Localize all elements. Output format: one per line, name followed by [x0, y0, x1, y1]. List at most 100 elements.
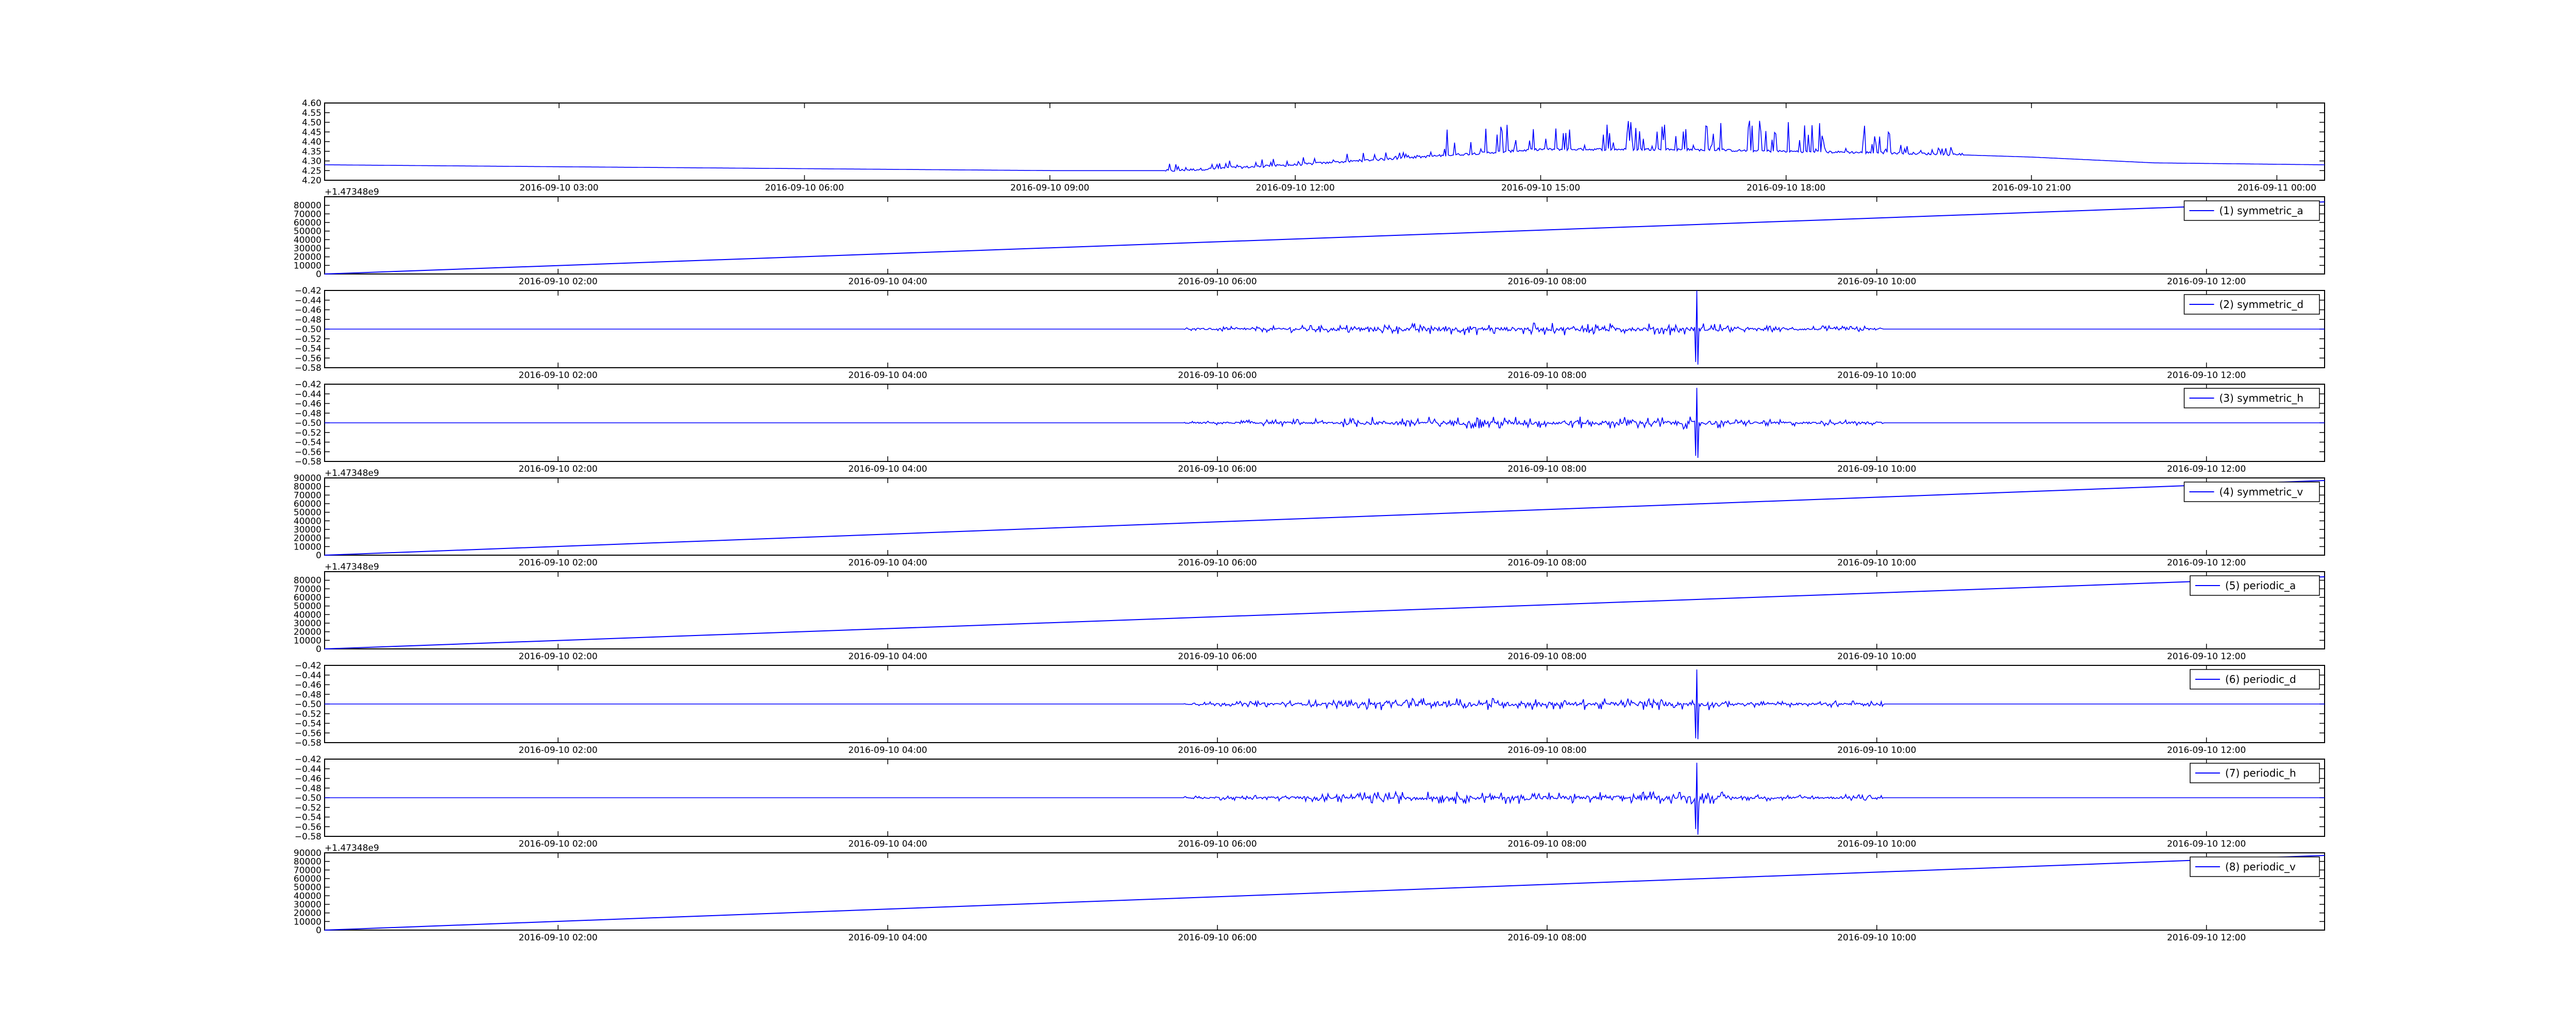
subplot-8: −0.42−0.44−0.46−0.48−0.50−0.52−0.54−0.56… [295, 754, 2325, 849]
y-tick-label: 4.45 [302, 127, 321, 138]
x-tick-label: 2016-09-10 02:00 [519, 651, 598, 662]
legend: (3) symmetric_h [2183, 388, 2320, 408]
x-tick-label: 2016-09-10 12:00 [2167, 933, 2246, 943]
x-tick-label: 2016-09-10 02:00 [519, 839, 598, 849]
x-tick-label: 2016-09-10 10:00 [1837, 651, 1916, 662]
x-tick-label: 2016-09-10 08:00 [1507, 277, 1586, 287]
y-tick-label: −0.56 [295, 728, 321, 739]
y-tick-label: 70000 [294, 865, 321, 876]
y-tick-label: 80000 [294, 201, 321, 211]
y-tick-label: −0.42 [295, 380, 321, 390]
y-tick-label: −0.48 [295, 690, 321, 700]
legend: (6) periodic_d [2190, 669, 2320, 690]
y-tick-label: −0.52 [295, 334, 321, 345]
legend: (2) symmetric_d [2183, 294, 2320, 315]
y-tick-label: −0.52 [295, 803, 321, 813]
y-tick-label: 50000 [294, 508, 321, 518]
y-tick-label: −0.44 [295, 296, 321, 306]
y-tick-label: 4.40 [302, 137, 321, 147]
axes-frame [324, 852, 2325, 931]
y-tick-label: 60000 [294, 593, 321, 603]
legend-box [2183, 482, 2320, 502]
legend-label: (6) periodic_d [2225, 673, 2296, 685]
x-tick-label: 2016-09-10 06:00 [1178, 558, 1257, 568]
x-tick-label: 2016-09-10 04:00 [849, 933, 927, 943]
x-tick-label: 2016-09-10 04:00 [849, 745, 927, 756]
x-tick-label: 2016-09-10 02:00 [519, 745, 598, 756]
x-tick-label: 2016-09-10 12:00 [2167, 839, 2246, 849]
subplot-5: 9000080000700006000050000400003000020000… [294, 468, 2325, 568]
x-tick-label: 2016-09-10 02:00 [519, 558, 598, 568]
legend-label: (4) symmetric_v [2219, 486, 2303, 498]
x-tick-label: 2016-09-10 02:00 [519, 370, 598, 381]
y-tick-label: −0.54 [295, 438, 321, 448]
x-tick-label: 2016-09-10 02:00 [519, 464, 598, 474]
x-tick-label: 2016-09-10 09:00 [1010, 183, 1089, 193]
y-tick-label: 90000 [294, 473, 321, 484]
x-tick-label: 2016-09-10 03:00 [520, 183, 599, 193]
x-tick-label: 2016-09-10 12:00 [2167, 558, 2246, 568]
y-tick-label: 4.35 [302, 147, 321, 157]
subplot-stack: 4.604.554.504.454.404.354.304.254.20 2016… [294, 98, 2325, 943]
series-line-series [325, 121, 2325, 172]
legend: (4) symmetric_v [2183, 482, 2320, 502]
y-tick-label: −0.44 [295, 671, 321, 681]
y-tick-label: −0.54 [295, 719, 321, 729]
x-tick-label: 2016-09-10 08:00 [1507, 558, 1586, 568]
x-tick-label: 2016-09-10 06:00 [1178, 933, 1257, 943]
y-tick-label: 60000 [294, 499, 321, 509]
subplot-1: 4.604.554.504.454.404.354.304.254.20 2016… [302, 98, 2325, 193]
x-tick-label: 2016-09-10 02:00 [519, 933, 598, 943]
x-tick-label: 2016-09-10 08:00 [1507, 370, 1586, 381]
x-tick-label: 2016-09-10 10:00 [1837, 933, 1916, 943]
x-tick-label: 2016-09-10 04:00 [849, 651, 927, 662]
subplot-6: 8000070000600005000040000300002000010000… [294, 562, 2325, 662]
y-tick-label: −0.46 [295, 774, 321, 784]
axes-frame [324, 477, 2325, 556]
x-tick-label: 2016-09-10 06:00 [1178, 651, 1257, 662]
y-tick-label: −0.58 [295, 738, 321, 748]
y-tick-label: 70000 [294, 490, 321, 501]
y-tick-label: 4.55 [302, 108, 321, 118]
y-tick-label: 4.25 [302, 166, 321, 176]
x-tick-label: 2016-09-10 10:00 [1837, 558, 1916, 568]
y-tick-label: 30000 [294, 900, 321, 910]
subplot-2: 8000070000600005000040000300002000010000… [294, 187, 2325, 287]
legend: (7) periodic_h [2190, 763, 2320, 783]
y-tick-label: 50000 [294, 883, 321, 893]
y-tick-label: −0.48 [295, 408, 321, 419]
y-tick-label: 60000 [294, 874, 321, 884]
y-tick-label: −0.52 [295, 428, 321, 438]
y-tick-label: 10000 [294, 636, 321, 646]
axis-offset-label: +1.47348e9 [325, 843, 379, 853]
x-tick-label: 2016-09-10 02:00 [519, 277, 598, 287]
y-tick-label: 70000 [294, 209, 321, 219]
x-tick-label: 2016-09-10 18:00 [1747, 183, 1825, 193]
legend-label: (7) periodic_h [2225, 767, 2296, 779]
axis-offset-label: +1.47348e9 [325, 468, 379, 478]
y-tick-label: 40000 [294, 516, 321, 526]
x-tick-label: 2016-09-10 04:00 [849, 558, 927, 568]
x-tick-label: 2016-09-10 12:00 [2167, 651, 2246, 662]
y-tick-label: 4.50 [302, 118, 321, 128]
y-tick-label: 4.60 [302, 98, 321, 109]
y-tick-label: −0.50 [295, 699, 321, 710]
x-tick-label: 2016-09-10 12:00 [2167, 745, 2246, 756]
y-tick-label: −0.50 [295, 418, 321, 428]
y-tick-label: 30000 [294, 619, 321, 629]
legend-label: (8) periodic_v [2225, 861, 2296, 873]
x-tick-label: 2016-09-10 10:00 [1837, 839, 1916, 849]
x-tick-label: 2016-09-10 21:00 [1992, 183, 2071, 193]
axes-frame [324, 571, 2325, 649]
y-tick-label: 20000 [294, 534, 321, 544]
axis-offset-label: +1.47348e9 [325, 562, 379, 572]
y-tick-label: 10000 [294, 917, 321, 927]
x-tick-label: 2016-09-10 04:00 [849, 464, 927, 474]
y-tick-label: 10000 [294, 542, 321, 552]
y-tick-label: 20000 [294, 627, 321, 638]
y-tick-label: 50000 [294, 602, 321, 612]
y-tick-label: −0.48 [295, 315, 321, 325]
x-tick-label: 2016-09-10 08:00 [1507, 651, 1586, 662]
axes-frame [324, 196, 2325, 274]
